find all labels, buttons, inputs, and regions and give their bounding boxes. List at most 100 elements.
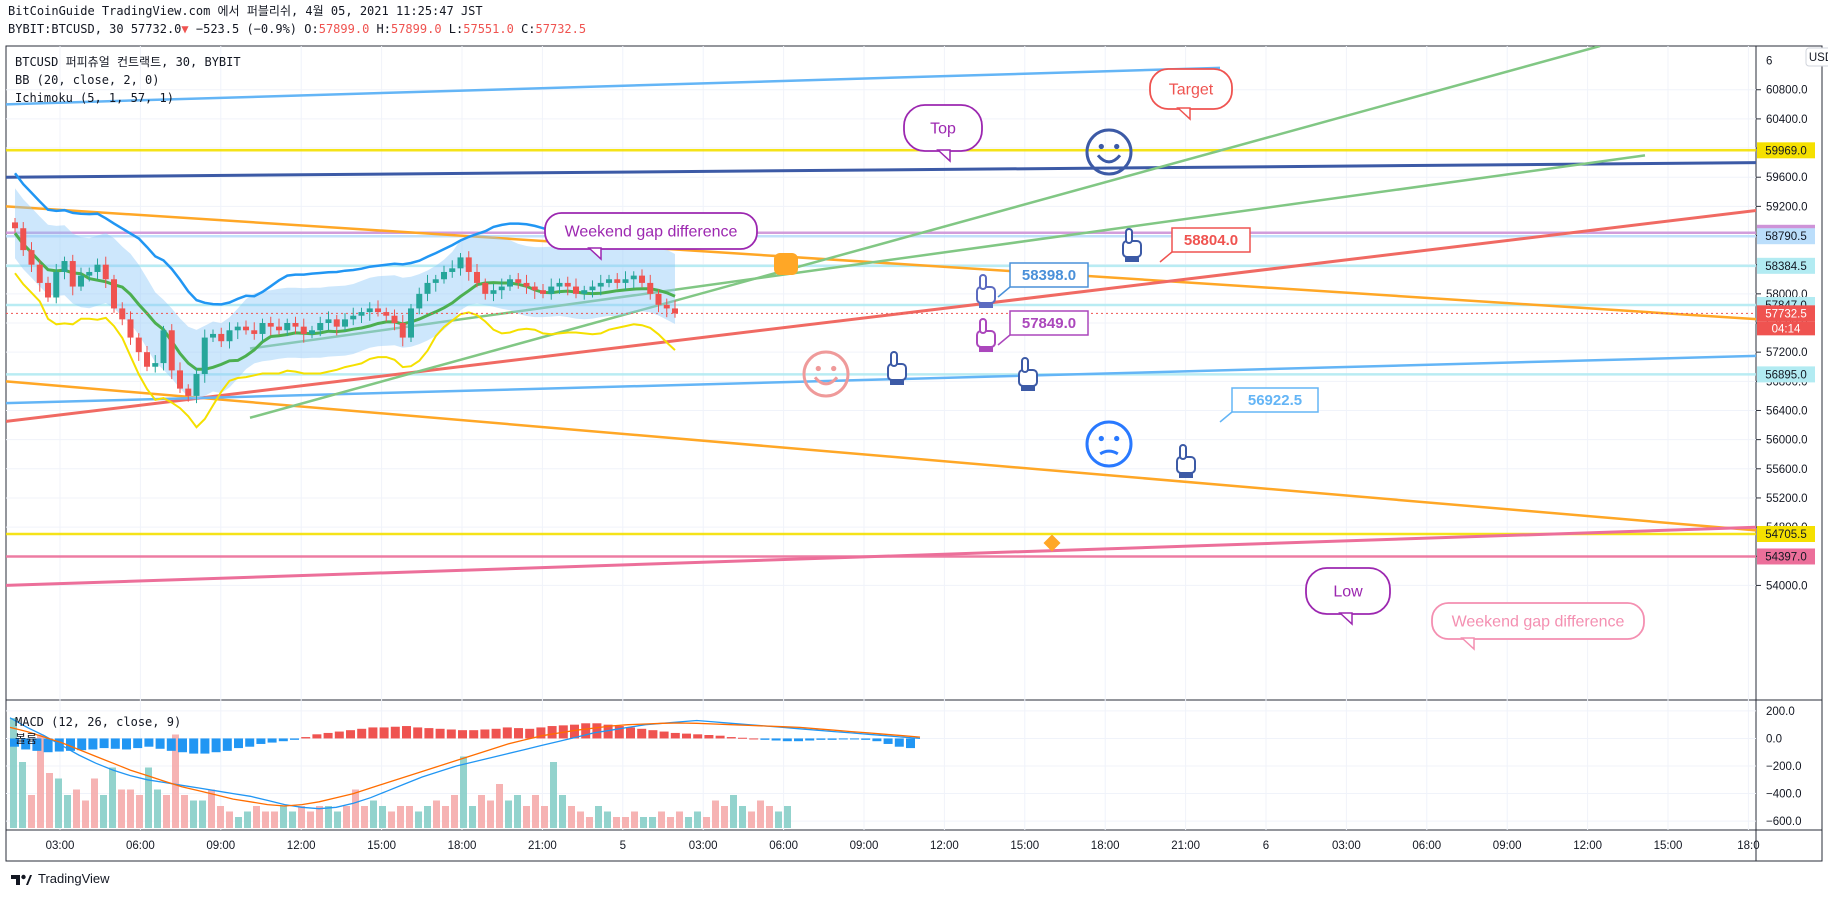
macd-histogram-bar xyxy=(659,731,669,739)
tradingview-footer[interactable]: TradingView xyxy=(10,871,110,886)
macd-histogram-bar xyxy=(99,738,109,749)
volume-bar xyxy=(775,811,782,828)
candle-body xyxy=(317,323,324,331)
trend-drawings[interactable] xyxy=(6,46,1760,587)
candle-body xyxy=(540,290,546,294)
volume-bar xyxy=(730,795,737,828)
macd-histogram-bar xyxy=(424,728,434,739)
candle-body xyxy=(639,275,645,283)
macd-histogram-bar xyxy=(670,732,680,739)
macd-histogram-bar xyxy=(491,728,501,739)
x-tick-label: 03:00 xyxy=(46,840,75,852)
pointing-hand-icon xyxy=(976,274,996,308)
pointing-hand-icon-palm xyxy=(1122,240,1142,258)
candle-body xyxy=(152,363,159,367)
conversion-line xyxy=(14,272,676,429)
pointing-hand-icon xyxy=(887,351,907,385)
macd-histogram-bar xyxy=(413,727,423,739)
price-tag-body xyxy=(1231,387,1319,413)
candle-body xyxy=(325,319,332,323)
pointing-hand-icon-cuff xyxy=(979,303,993,308)
volume-bar xyxy=(568,806,575,828)
macd-histogram-bar xyxy=(88,738,98,750)
price-tag-body xyxy=(1009,262,1089,288)
candle-body xyxy=(408,308,414,338)
candle-body xyxy=(102,264,109,280)
sad-face-icon-eye xyxy=(1114,435,1120,442)
volume-bar xyxy=(316,806,323,828)
pointing-hand-icon-cuff xyxy=(890,380,904,385)
volume-bar xyxy=(478,795,485,828)
volume-bar xyxy=(82,800,89,828)
volume-bar xyxy=(154,789,161,828)
macd-histogram-bar xyxy=(245,738,255,747)
macd-histogram-bar xyxy=(133,738,143,749)
volume-bar xyxy=(19,762,26,828)
price-tag-body xyxy=(1171,227,1251,253)
candle-body xyxy=(358,312,365,316)
x-tick-label: 09:00 xyxy=(850,840,879,852)
close-label: C: xyxy=(521,22,536,36)
macd-histogram-bar xyxy=(726,737,736,739)
callout-text: Target xyxy=(1169,82,1214,99)
candle-body xyxy=(177,370,183,389)
pointing-hand-icon xyxy=(1176,444,1196,478)
macd-histogram-bar xyxy=(827,738,837,740)
candle-body xyxy=(86,271,93,276)
legend-ichimoku: Ichimoku (5, 1, 57, 1) xyxy=(15,91,174,105)
volume-bar xyxy=(694,811,701,828)
callout-tail xyxy=(936,149,951,163)
volume-bar xyxy=(55,778,62,828)
y-tick-label: 55200.0 xyxy=(1766,493,1808,505)
callout-tail xyxy=(1176,107,1191,121)
callout-bubble: Weekend gap difference xyxy=(1431,602,1645,651)
pointing-hand-icon-finger xyxy=(890,351,898,367)
happy-face-icon-outline xyxy=(1085,128,1133,176)
volume-bar xyxy=(307,811,314,828)
macd-histogram-bar xyxy=(256,738,266,744)
volume-bar xyxy=(676,811,683,828)
annotations[interactable]: Top Target Weekend gap difference Low Weeken… xyxy=(544,68,1645,651)
volume-bar xyxy=(433,800,440,828)
price-axis-label-bg xyxy=(1757,548,1815,565)
x-tick-label: 12:00 xyxy=(930,840,959,852)
candle-body xyxy=(597,282,604,287)
volume-bar xyxy=(208,789,215,828)
tradingview-logo-icon xyxy=(11,874,32,885)
pointing-hand-icon-palm xyxy=(1176,456,1196,474)
candle-body xyxy=(432,279,439,283)
candle-body xyxy=(342,319,348,327)
candle-body xyxy=(474,271,480,283)
callout-text: Low xyxy=(1333,584,1363,601)
price-axis-label-bg xyxy=(1757,228,1815,245)
price-axis-label: 56895.0 xyxy=(1765,369,1807,381)
candle-body xyxy=(234,326,241,331)
countdown-bg xyxy=(1757,321,1815,336)
volume-bar xyxy=(667,817,674,828)
candle-body xyxy=(218,333,225,342)
volume-bar xyxy=(181,795,188,828)
volume-bar xyxy=(640,817,647,828)
trendline-red xyxy=(6,208,1756,423)
price-tag: 56922.5 xyxy=(1219,387,1319,423)
macd-histogram-bar xyxy=(122,738,131,750)
macd-histogram-bar xyxy=(390,726,400,739)
candles[interactable] xyxy=(12,218,678,404)
candle-body xyxy=(144,352,150,367)
currency-badge[interactable] xyxy=(1805,47,1828,67)
price-axis-label: 59969.0 xyxy=(1765,145,1807,157)
open-value: 57899.0 xyxy=(318,22,370,36)
candle-body xyxy=(391,315,398,323)
candle-body xyxy=(366,308,373,313)
macd-histogram-bar xyxy=(502,727,512,739)
volume-bar xyxy=(244,811,251,828)
candle-body xyxy=(614,279,621,283)
volume-bar xyxy=(631,811,638,828)
volume-bar xyxy=(109,767,116,828)
volume-bar xyxy=(253,806,260,828)
candle-body xyxy=(482,282,489,294)
candle-body xyxy=(399,323,406,338)
candle-body xyxy=(251,330,258,334)
price-tag-pointer xyxy=(997,286,1011,298)
